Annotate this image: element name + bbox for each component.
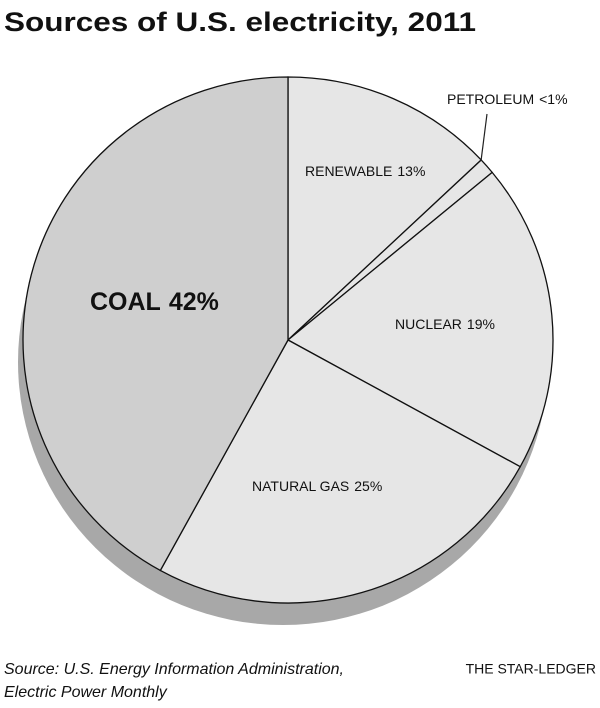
value-label: 19% [467, 316, 495, 332]
value-label: 13% [397, 163, 425, 179]
pie-slice [287, 76, 483, 342]
slice-label: NUCLEAR 19% [395, 316, 495, 332]
value-label: 25% [354, 478, 382, 494]
category-label: NATURAL GAS [252, 478, 349, 494]
chart-title: Sources of U.S. electricity, 2011 [4, 7, 476, 37]
category-label: COAL [90, 288, 161, 316]
source-text: Source: U.S. Energy Information Administ… [4, 661, 344, 678]
category-label: PETROLEUM [447, 91, 534, 107]
pie-labels: RENEWABLE 13% PETROLEUM <1% NUCLEAR 19% NATURA… [90, 91, 568, 494]
slice-label: RENEWABLE 13% [305, 163, 425, 179]
category-label: RENEWABLE [305, 163, 392, 179]
pie-slice [159, 339, 522, 604]
value-label: 42% [169, 288, 219, 316]
pie [22, 76, 554, 604]
category-label: NUCLEAR [395, 316, 462, 332]
leader-line [480, 113, 488, 162]
credit: THE STAR-LEDGER [466, 661, 596, 677]
pie-slice [22, 76, 289, 572]
slice-label: COAL 42% [90, 288, 219, 316]
slice-label: NATURAL GAS 25% [252, 478, 382, 494]
source-text: Electric Power Monthly [4, 684, 168, 701]
value-label: <1% [539, 91, 567, 107]
slice-label: PETROLEUM <1% [447, 91, 568, 107]
pie-slice [286, 171, 554, 468]
